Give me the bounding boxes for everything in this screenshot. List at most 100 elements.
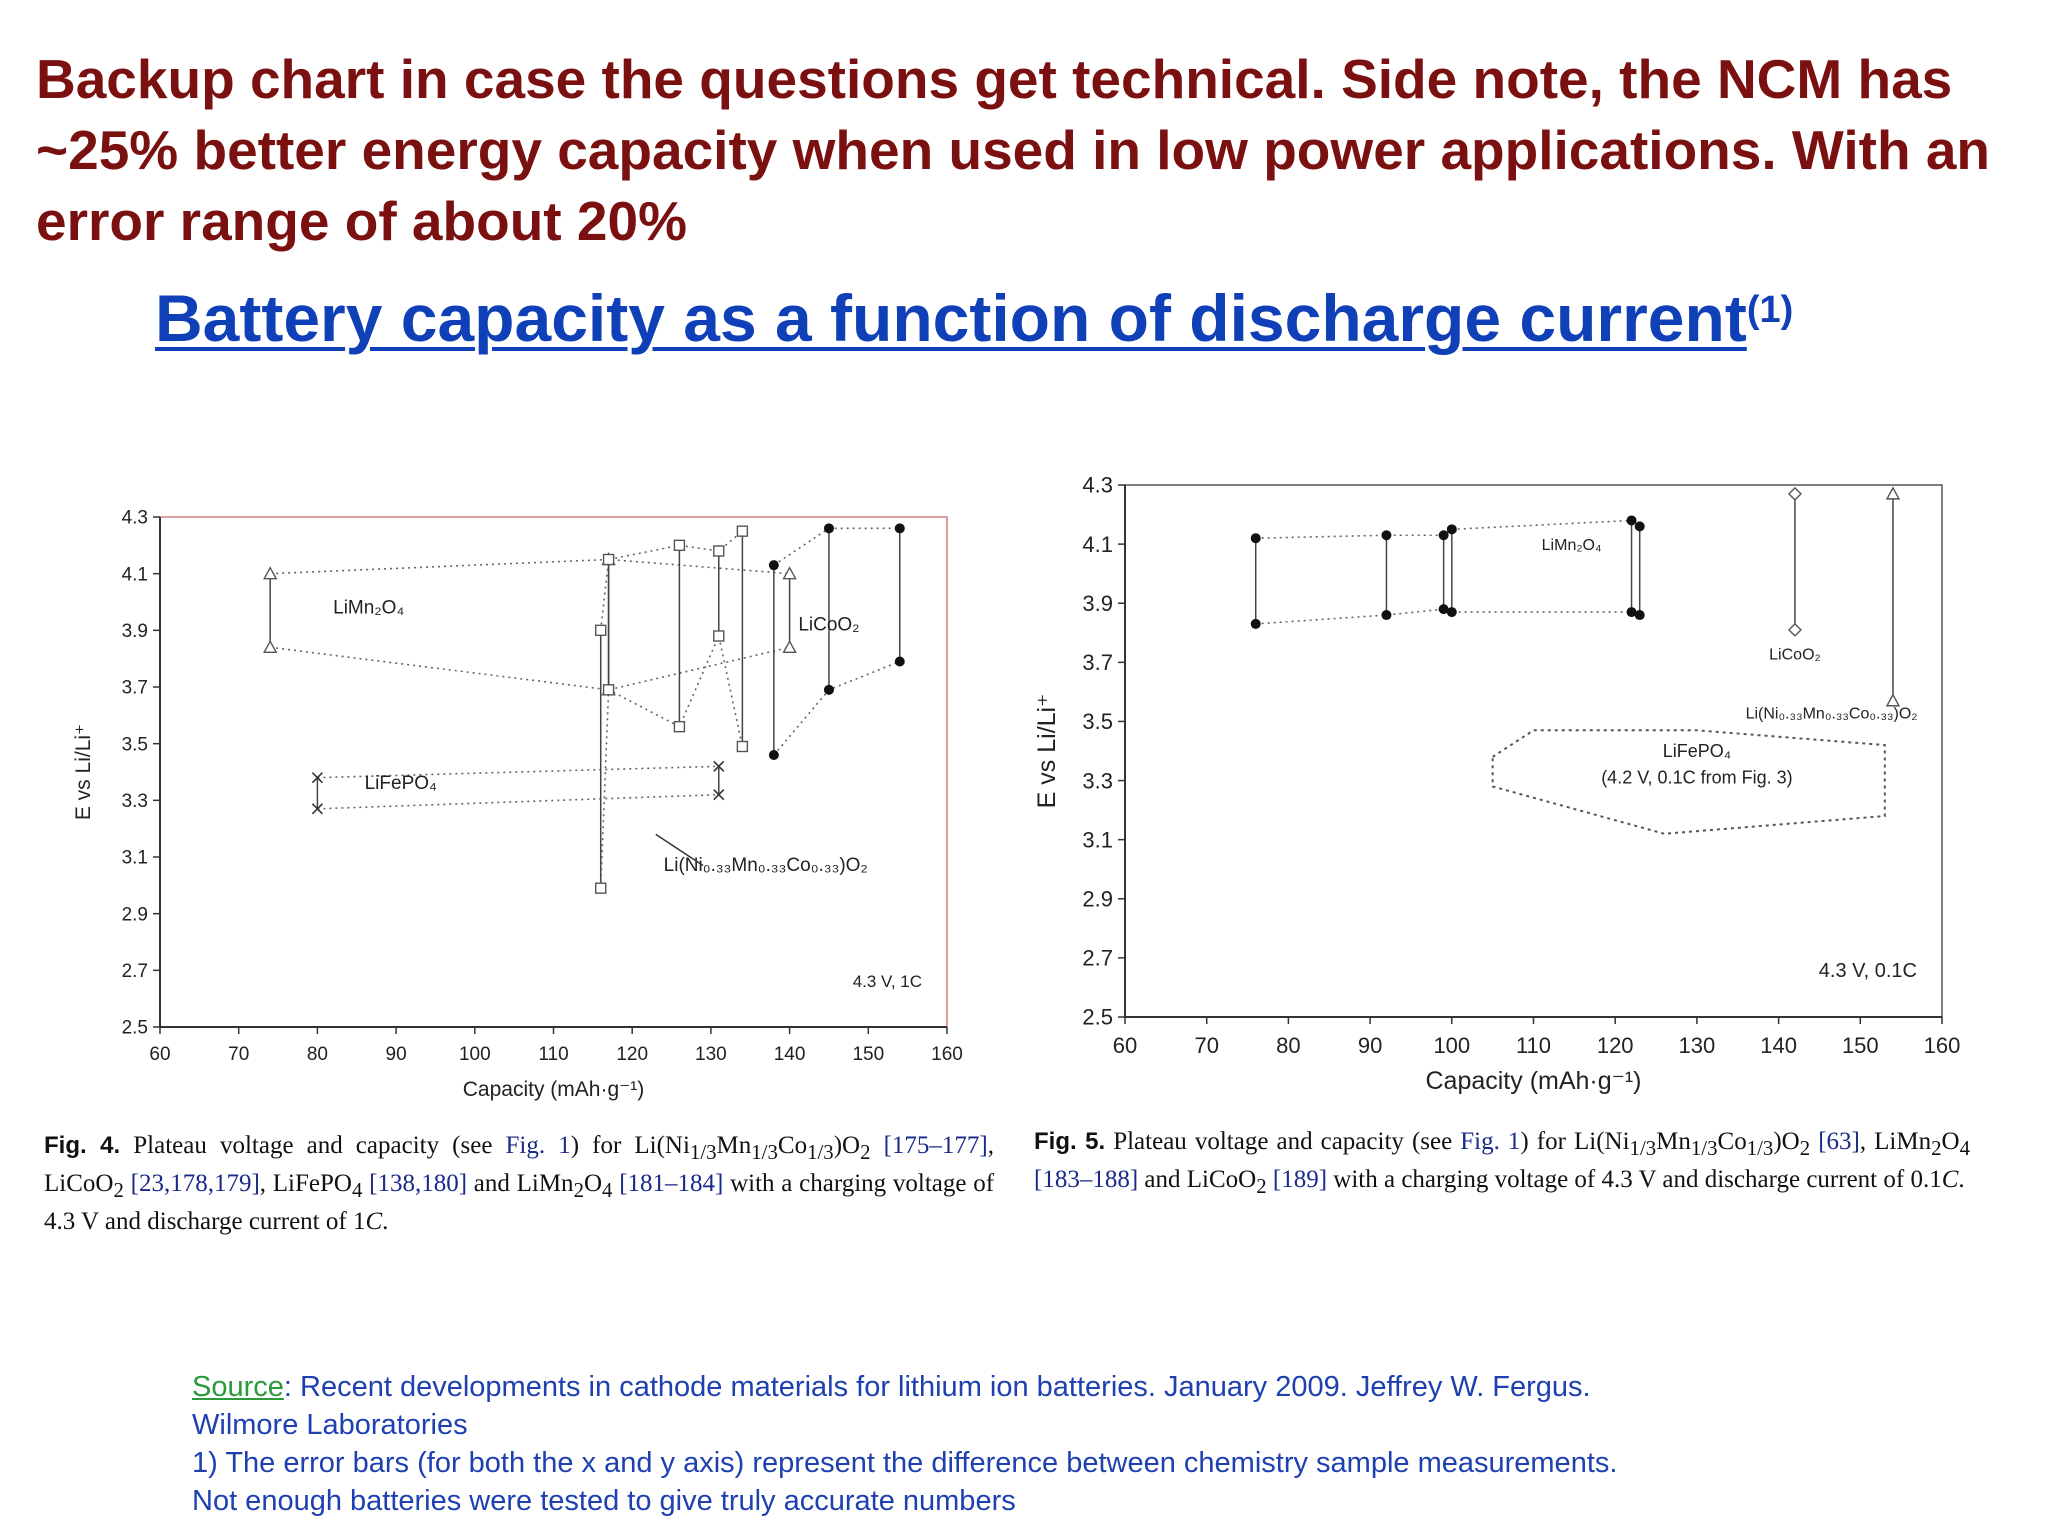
fig4-y-axis-label: E vs Li/Li⁺ [72, 724, 95, 820]
fig5-y-tick-label: 3.9 [1082, 591, 1113, 616]
fig4-caption-ref[interactable]: [138,180] [369, 1170, 468, 1197]
fig5-x-axis-label: Capacity (mAh·g⁻¹) [1425, 1067, 1641, 1095]
fig4-x-tick-label: 150 [852, 1044, 884, 1065]
fig4-y-tick-label: 3.5 [122, 734, 148, 755]
source-link[interactable]: Source [192, 1371, 284, 1403]
fig5-series-sublabel: (4.2 V, 0.1C from Fig. 3) [1601, 768, 1792, 788]
fig4-data-point [263, 566, 278, 580]
fig5-x-tick-label: 90 [1358, 1033, 1382, 1058]
fig5-caption-sub: 1/3 [1629, 1136, 1657, 1160]
fig4-x-tick-label: 90 [386, 1044, 407, 1065]
fig4-series-label: LiCoO₂ [798, 614, 859, 635]
fig4-series-label: LiFePO₄ [365, 773, 437, 794]
fig5-caption-figref[interactable]: Fig. 1 [1460, 1128, 1521, 1155]
fig4-label-pointer [655, 833, 704, 867]
fig4-caption-ref[interactable]: [175–177] [883, 1132, 988, 1159]
title-footnote-marker: (1) [1746, 289, 1794, 331]
fig4-data-point [782, 566, 797, 580]
fig4-data-point [602, 684, 615, 696]
fig4-caption-ref[interactable]: [181–184] [619, 1170, 724, 1197]
fig4-data-point [894, 656, 905, 667]
fig4-x-tick-label: 160 [931, 1044, 963, 1065]
fig5-caption-ref[interactable]: [189] [1272, 1166, 1328, 1193]
fig4-x-tick-label: 110 [538, 1044, 568, 1065]
slide-title: Battery capacity as a function of discha… [155, 280, 1793, 356]
fig4-data-point [782, 639, 797, 654]
fig4-series-envelope-top [599, 530, 743, 631]
fig4-caption-sub: 4 [351, 1178, 363, 1202]
fig5-caption-ref[interactable]: [63] [1818, 1128, 1860, 1155]
fig5-y-tick-label: 4.1 [1082, 532, 1113, 557]
fig5-series-region [1491, 729, 1886, 835]
fig5-x-tick-label: 70 [1194, 1033, 1218, 1058]
fig4-series-envelope-bottom [599, 633, 744, 889]
slide-title-text: Battery capacity as a function of discha… [155, 281, 1747, 355]
fig4-data-point [823, 523, 834, 534]
fig5-x-tick-label: 150 [1842, 1033, 1879, 1058]
fig4-data-point [823, 684, 834, 695]
fig4-series-label: Li(Ni₀.₃₃Mn₀.₃₃Co₀.₃₃)O₂ [664, 855, 868, 876]
source-line: Source: Recent developments in cathode m… [192, 1368, 1632, 1444]
fig5-data-point [1381, 610, 1392, 621]
fig5-y-tick-label: 2.7 [1082, 946, 1113, 971]
fig5-x-tick-label: 80 [1276, 1033, 1300, 1058]
fig4-data-point [311, 803, 323, 815]
fig5-caption-text: , LiMn [1859, 1128, 1932, 1155]
fig4-data-point [595, 882, 607, 894]
fig5-caption-text: )O [1773, 1128, 1800, 1155]
fig4-series-label: LiMn₂O₄ [333, 597, 404, 618]
fig5-series-label: Li(Ni₀.₃₃Mn₀.₃₃Co₀.₃₃)O₂ [1746, 705, 1918, 722]
fig4-y-tick-label: 2.5 [122, 1018, 148, 1039]
fig4-series-envelope-top [270, 558, 790, 575]
fig5-caption-label: Fig. 5. [1034, 1128, 1106, 1155]
fig5-caption-sub: 2 [1931, 1136, 1942, 1160]
fig4-data-point [673, 539, 686, 552]
fig4-caption-italic: C [365, 1208, 383, 1235]
fig5-data-point [1885, 693, 1901, 707]
fig4-data-point [894, 523, 905, 534]
fig5-caption-sub: 1/3 [1690, 1136, 1718, 1160]
fig4-caption-sub: 4 [602, 1178, 613, 1202]
fig4-data-point [673, 720, 686, 733]
fig4-caption-figref[interactable]: Fig. 1 [505, 1132, 571, 1159]
fig4-data-point [736, 740, 749, 753]
fig4-caption-text: ) for Li(Ni [570, 1132, 690, 1159]
fig5-data-point [1787, 486, 1802, 501]
fig4-caption: Fig. 4. Plateau voltage and capacity (se… [44, 1130, 994, 1238]
fig5-x-tick-label: 110 [1516, 1033, 1551, 1058]
fig4-caption-ref[interactable]: [23,178,179] [130, 1170, 260, 1197]
fig4-x-tick-label: 130 [695, 1044, 727, 1065]
fig5-caption-text: Mn [1656, 1128, 1691, 1155]
fig5-data-point [1438, 530, 1449, 541]
fig4-caption-label: Fig. 4. [44, 1132, 121, 1159]
fig4-y-tick-label: 3.3 [122, 791, 148, 812]
fig4-data-point [713, 789, 725, 801]
fig5-data-point [1626, 607, 1637, 618]
fig4-caption-sub: 1/3 [807, 1140, 834, 1164]
fig4-caption-text: O [583, 1170, 603, 1197]
fig5-caption-sub: 4 [1959, 1136, 1971, 1160]
fig4-caption-text: Mn [716, 1132, 752, 1159]
fig4-x-tick-label: 140 [774, 1044, 806, 1065]
fig5-y-tick-label: 3.1 [1082, 827, 1113, 852]
fig5-data-point [1381, 530, 1392, 541]
fig4-series-envelope-bottom [270, 646, 790, 691]
fig4-data-point [263, 639, 278, 654]
fig5-y-tick-label: 2.5 [1082, 1005, 1113, 1030]
speaker-note: Backup chart in case the questions get t… [36, 48, 1991, 252]
fig4-data-point [602, 553, 615, 566]
fig5-caption-italic: C [1941, 1166, 1959, 1193]
fig4-data-point [768, 750, 779, 760]
fig5-caption-text: O [1941, 1128, 1960, 1155]
fig4-caption-text: Co [777, 1132, 808, 1159]
fig4-y-tick-label: 2.9 [122, 904, 148, 925]
fig5-caption-ref[interactable]: [183–188] [1034, 1166, 1139, 1193]
fig5-data-point [1634, 610, 1645, 621]
fig4-caption-text: Plateau voltage and capacity (see [133, 1132, 506, 1159]
source-text: : Recent developments in cathode materia… [192, 1371, 1591, 1441]
fig4-caption-text: . [382, 1208, 389, 1235]
fig5-y-tick-label: 3.5 [1082, 709, 1113, 734]
fig4-series-envelope-top [317, 765, 719, 779]
footnote-text: 1) The error bars (for both the x and y … [192, 1447, 1618, 1517]
fig4-series-envelope-bottom [773, 660, 901, 756]
